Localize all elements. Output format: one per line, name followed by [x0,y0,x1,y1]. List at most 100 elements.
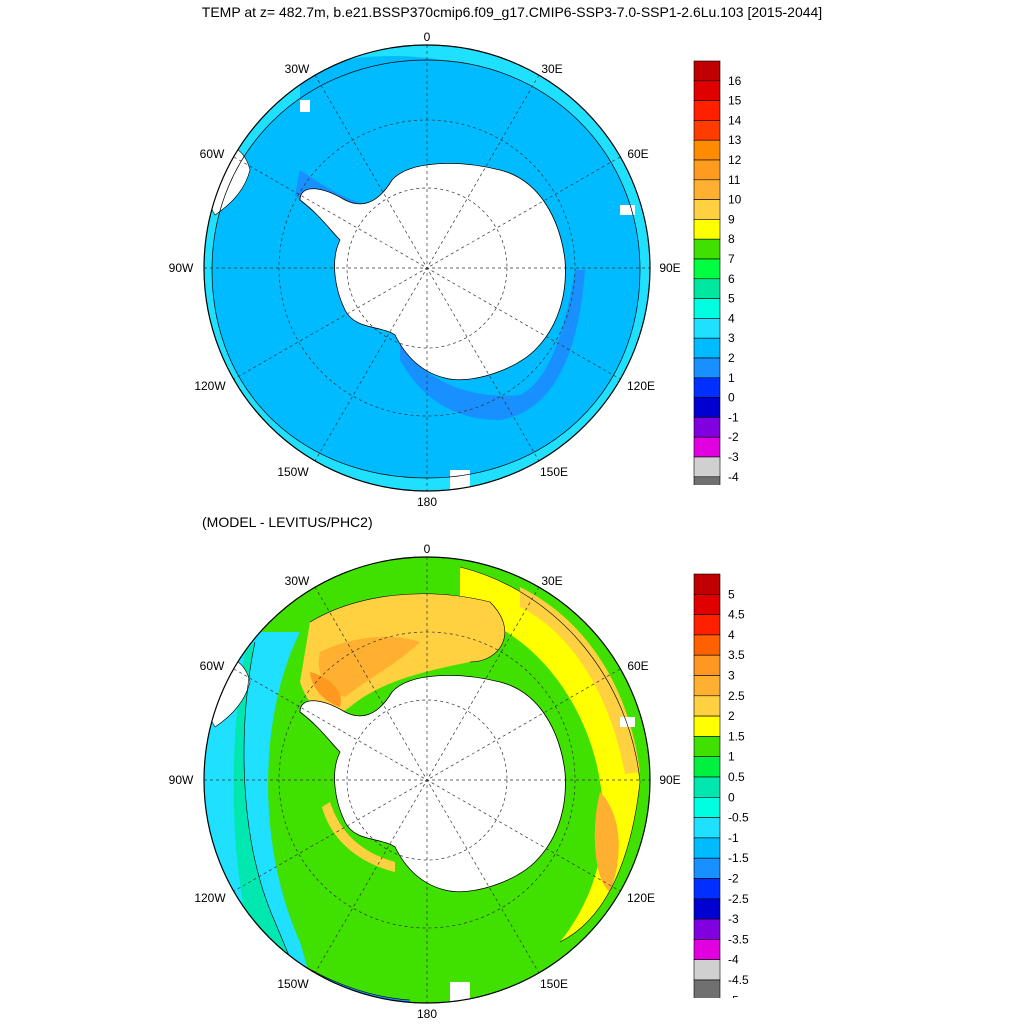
colorbar-swatch [693,593,721,615]
colorbar-tick-label: -3 [728,912,739,926]
diff-fill-2.5to3 [310,672,341,707]
colorbar-swatch [693,337,721,359]
colorbar-tick-label: 10 [728,193,742,207]
colorbar-tick-label: 8 [728,232,735,246]
lon-label-90w: 90W [169,261,194,275]
lon-label-150w-diff: 150W [277,977,309,991]
graticule-diff [204,557,650,1003]
lon-label-90w-diff: 90W [169,773,194,787]
lon-label-30e-diff: 30E [541,574,562,588]
island-south-georgia [300,100,310,112]
colorbar-swatch [693,817,721,839]
colorbar-tick-label: 9 [728,212,735,226]
colorbar-swatch [693,695,721,717]
colorbar-tick-label: 1.5 [728,729,745,743]
colorbar-tick-label: 13 [728,133,742,147]
colorbar-swatch [693,436,721,458]
top-polar-map: 0 30E 60E 90E 120E 150E 180 150W 120W 90… [169,30,681,509]
ocean-fill-2to3-north [300,56,520,110]
lon-label-30w-diff: 30W [285,574,310,588]
lon-label-0: 0 [424,30,431,44]
lon-label-120e-diff: 120E [627,891,655,905]
plot-title: TEMP at z= 482.7m, b.e21.BSSP370cmip6.f0… [201,4,823,20]
colorbar-tick-label: 4 [728,311,735,325]
colorbar-tick-label: 0 [728,790,735,804]
colorbar-tick-label: 1 [728,371,735,385]
colorbar-swatch [693,675,721,697]
colorbar-swatch [693,573,721,595]
bottom-polar-map: 0 30E 60E 90E 120E 150E 180 150W 120W 90… [169,542,681,1021]
colorbar-tick-label: 12 [728,153,742,167]
lon-label-60w-diff: 60W [200,659,225,673]
colorbar-swatch [693,238,721,260]
lon-label-60e-diff: 60E [627,659,648,673]
lon-label-90e: 90E [659,261,680,275]
lon-label-120w: 120W [194,379,226,393]
colorbar-tick-label: 5 [728,587,735,601]
colorbar-swatch [693,898,721,920]
colorbar-tick-label: -4 [728,953,739,967]
difference-subtitle: (MODEL - LEVITUS/PHC2) [202,514,373,530]
colorbar-tick-label: 3 [728,669,735,683]
graticule [204,45,650,491]
colorbar-swatch [693,456,721,478]
colorbar-swatch [693,199,721,220]
map-boundary-diff [203,556,651,1004]
bottom-colorbar: 5 4.5 4 3.5 3 2.5 2 1.5 1 0.5 0 -0.5 -1 -1.5 -2 -2.5 -3 -… [693,573,749,998]
colorbar-swatch [693,318,721,339]
diff-fill-neg0.5 [233,642,300,992]
colorbar-swatch [693,857,721,879]
colorbar-tick-label: 0.5 [728,770,745,784]
lon-label-120e: 120E [627,379,655,393]
colorbar-tick-label: -1 [728,410,739,424]
lon-label-0-diff: 0 [424,542,431,556]
colorbar-swatch [693,278,721,299]
diff-fill-1.5to2-east [520,587,640,774]
colorbar-tick-label: 2 [728,709,735,723]
colorbar-swatch [693,60,721,82]
colorbar-swatch [693,100,721,121]
lon-label-120w-diff: 120W [194,891,226,905]
colorbar-tick-label: -2 [728,430,739,444]
colorbar-swatch [693,159,721,181]
colorbar-tick-label: -1.5 [728,851,749,865]
diff-fill-1.5to2-ross [322,802,395,872]
colorbar-tick-label: 5 [728,292,735,306]
colorbar-tick-label: 3.5 [728,648,745,662]
colorbar-swatch [693,476,721,485]
colorbar-tick-label: -5 [728,993,739,998]
lon-label-180: 180 [417,495,437,509]
colorbar-swatch [693,959,721,981]
lon-label-150w: 150W [277,465,309,479]
colorbar-tick-label: 3 [728,331,735,345]
island-south-diff [450,982,470,1002]
colorbar-swatch [693,715,721,737]
colorbar-tick-label: 16 [728,74,742,88]
colorbar-tick-label: -4.5 [728,973,749,987]
colorbar-swatch [693,80,721,101]
colorbar-tick-label: 4 [728,628,735,642]
colorbar-swatch [693,837,721,859]
colorbar-swatch [693,939,721,960]
colorbar-tick-label: 1 [728,750,735,764]
colorbar-swatch [693,397,721,418]
lon-label-30e: 30E [541,62,562,76]
colorbar-tick-label: 15 [728,94,742,108]
colorbar-tick-label: -3 [728,450,739,464]
colorbar-swatch [693,417,721,438]
colorbar-tick-label: 11 [728,173,741,187]
colorbar-tick-label: 14 [728,113,742,127]
colorbar-swatch [693,979,721,998]
colorbar-tick-label: 2 [728,351,735,365]
lon-label-30w: 30W [285,62,310,76]
colorbar-swatch [693,298,721,319]
colorbar-swatch [693,179,721,200]
colorbar-tick-label: 6 [728,272,735,286]
lon-label-90e-diff: 90E [659,773,680,787]
colorbar-swatch [693,654,721,676]
colorbar-swatch [693,377,721,398]
colorbar-tick-label: 7 [728,252,735,266]
colorbar-tick-label: 4.5 [728,608,745,622]
diff-fill-2to2.5-east [594,792,619,892]
colorbar-swatch [693,736,721,757]
